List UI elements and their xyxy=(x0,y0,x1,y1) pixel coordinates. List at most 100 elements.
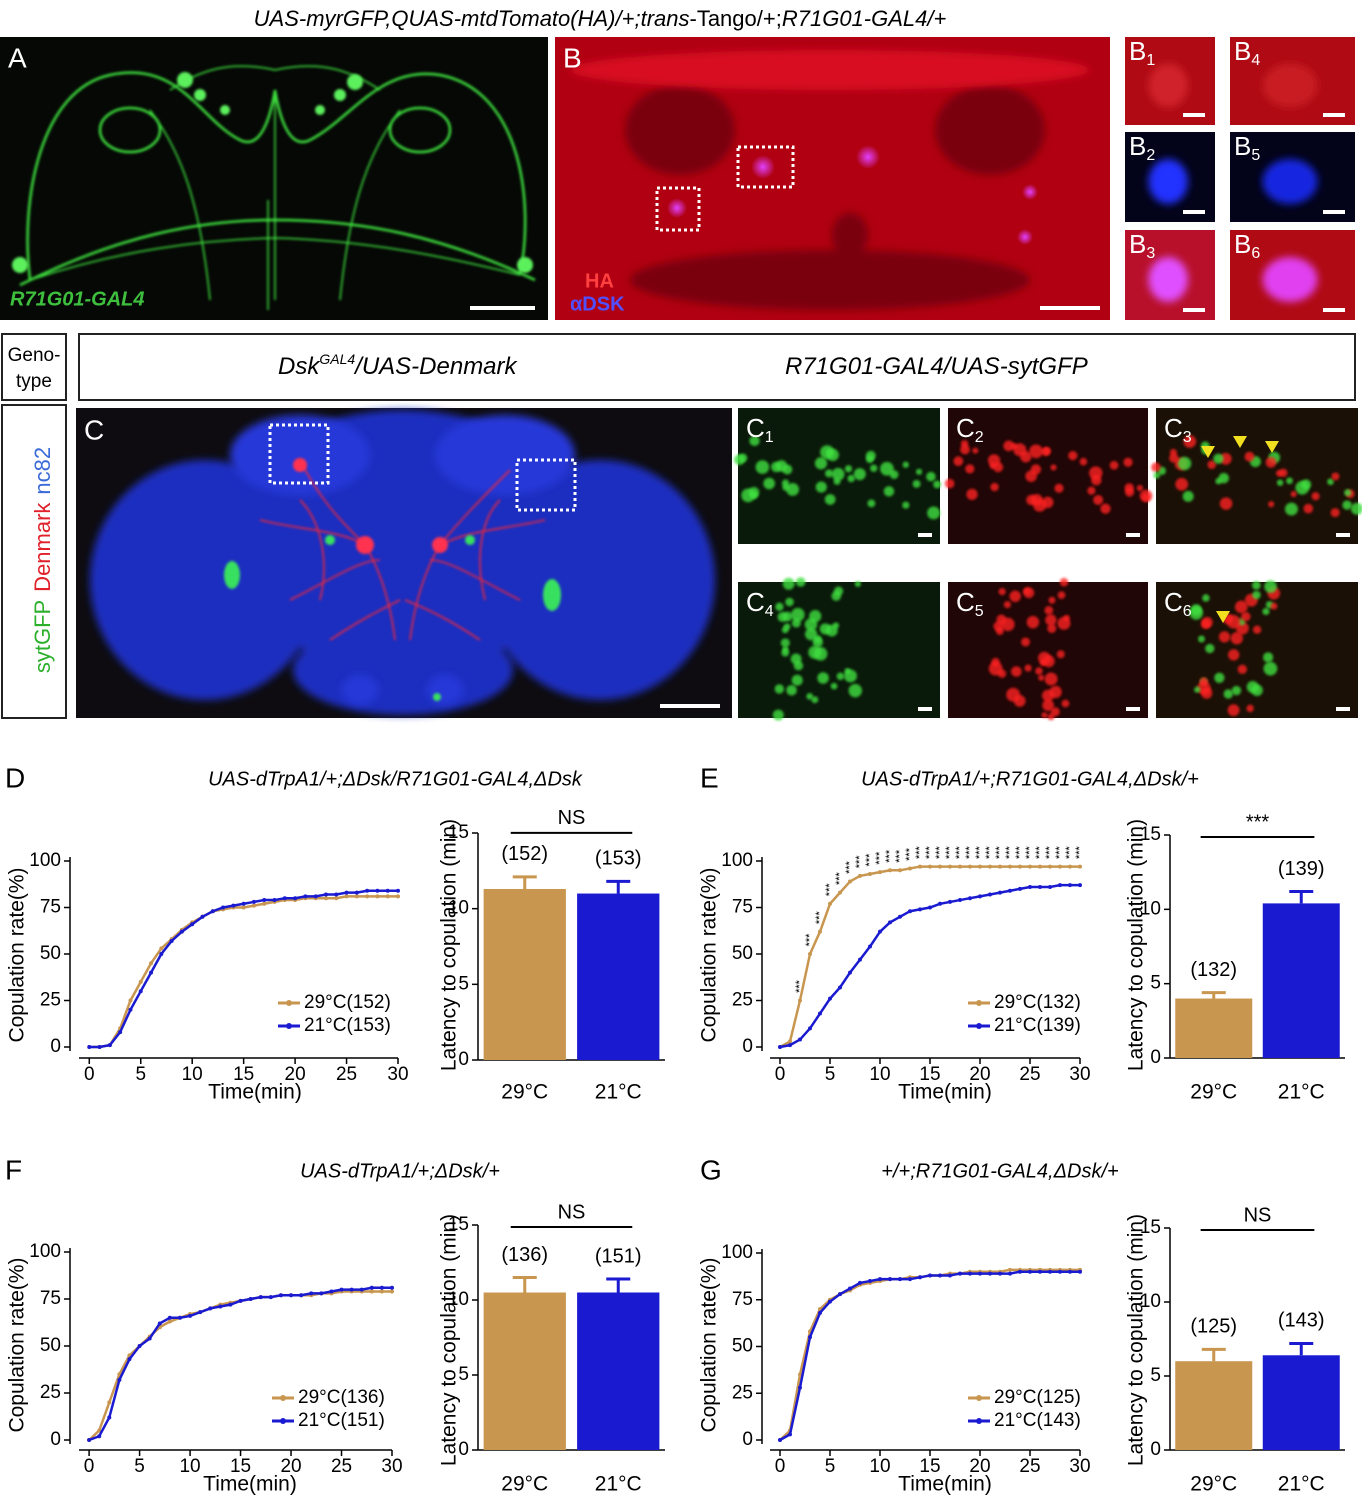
inset-blob xyxy=(1262,607,1270,616)
inset-blob xyxy=(1109,460,1119,470)
legend-dot xyxy=(286,1023,292,1029)
legend-dot xyxy=(976,1395,982,1401)
data-point xyxy=(1018,864,1022,869)
data-point xyxy=(968,864,972,869)
x-tick-label: 20 xyxy=(969,1456,990,1477)
inset-blob xyxy=(870,464,878,472)
x-tick-label: 30 xyxy=(387,1064,408,1085)
title-part: UAS-myrGFP,QUAS-mtdTomato(HA)/+; xyxy=(254,6,641,31)
error-bar xyxy=(1201,991,1226,999)
inset-blob xyxy=(1044,606,1054,615)
data-point xyxy=(848,1286,852,1291)
inset-index: 6 xyxy=(1251,245,1260,262)
data-point xyxy=(828,901,832,906)
data-point xyxy=(1068,1269,1072,1274)
data-point xyxy=(117,1377,122,1382)
legend-label: 29°C(125) xyxy=(994,1387,1081,1408)
y-tick-label: 25 xyxy=(40,990,61,1011)
data-point xyxy=(1028,885,1032,890)
image-caption: R71G01-GAL4 xyxy=(10,288,145,310)
data-point xyxy=(379,1285,384,1290)
inset-blob xyxy=(988,661,1003,676)
error-bar xyxy=(606,1277,631,1293)
data-point xyxy=(958,864,962,869)
panel-c-image: sytGFP Denmark nc82 C xyxy=(1,404,732,719)
x-axis-label: Time(min) xyxy=(898,1081,992,1104)
inset-blob xyxy=(1251,580,1261,590)
data-point xyxy=(788,1039,792,1044)
data-point xyxy=(272,898,277,903)
x-tick-label: 10 xyxy=(869,1064,890,1085)
y-tick-label: 15 xyxy=(448,1214,469,1235)
inset-blob xyxy=(1202,594,1210,602)
data-point xyxy=(137,1344,142,1348)
inset-blob xyxy=(1246,681,1259,693)
y-tick-label: 0 xyxy=(50,1429,61,1450)
significance-mark: *** xyxy=(1014,845,1026,859)
inset-blob xyxy=(1009,590,1021,602)
x-tick-label: 0 xyxy=(84,1456,95,1477)
channel-label: αDSK xyxy=(570,293,625,315)
inset-blob xyxy=(1205,643,1215,654)
legend-dot xyxy=(976,1000,982,1006)
inset-blob xyxy=(1218,631,1231,643)
title-part: R71G01-GAL4/+ xyxy=(782,6,947,31)
inset-blob xyxy=(1003,440,1015,452)
x-axis-label: Time(min) xyxy=(898,1473,992,1496)
data-point xyxy=(97,1045,102,1049)
inset-blob xyxy=(1023,587,1031,595)
data-point xyxy=(968,1271,972,1276)
inset-label: C6 xyxy=(1164,587,1192,620)
y-tick-label: 75 xyxy=(732,1289,753,1310)
x-tick-label: 10 xyxy=(179,1456,200,1477)
inset-blob xyxy=(995,626,1004,636)
data-point xyxy=(334,892,339,897)
legend-label: 29°C(152) xyxy=(304,992,391,1013)
n-label: (143) xyxy=(1278,1310,1325,1332)
y-tick-label: 5 xyxy=(1150,973,1161,994)
x-tick-label: 21°C xyxy=(595,1473,642,1496)
data-point xyxy=(177,1315,182,1320)
x-tick-label: 25 xyxy=(1019,1456,1040,1477)
inset-blob xyxy=(1262,159,1318,204)
data-point xyxy=(313,894,318,899)
inset-letter: C xyxy=(746,587,765,617)
significance-mark: *** xyxy=(874,851,886,865)
data-point xyxy=(200,914,205,919)
y-tick-label: 50 xyxy=(732,1336,753,1357)
legend-label: 29°C(132) xyxy=(994,992,1081,1013)
data-point xyxy=(888,868,892,873)
data-point xyxy=(251,899,256,904)
data-point xyxy=(918,907,922,912)
data-point xyxy=(1038,864,1042,869)
significance-label: *** xyxy=(1246,811,1270,833)
data-point xyxy=(309,1291,314,1296)
inset-blob xyxy=(1148,257,1188,302)
data-point xyxy=(788,1432,792,1437)
y-tick-label: 100 xyxy=(721,1242,753,1263)
significance-mark: *** xyxy=(1034,845,1046,859)
data-point xyxy=(998,890,1002,895)
inset-blob xyxy=(1048,596,1056,604)
data-point xyxy=(198,1310,203,1315)
inset-blob xyxy=(847,474,855,483)
data-point xyxy=(339,1287,344,1292)
significance-mark: *** xyxy=(924,845,936,859)
inset-index: 4 xyxy=(765,603,774,620)
data-point xyxy=(808,1335,812,1340)
chart-title: +/+;R71G01-GAL4,ΔDsk/+ xyxy=(881,1160,1118,1182)
data-point xyxy=(369,1285,374,1290)
gene-rest: /UAS-Denmark xyxy=(353,353,518,380)
x-tick-label: 0 xyxy=(84,1064,95,1085)
data-point xyxy=(97,1428,102,1433)
inset-index: 1 xyxy=(765,429,774,446)
inset-blob xyxy=(915,468,923,475)
significance-mark: *** xyxy=(914,845,926,859)
data-point xyxy=(848,970,852,975)
data-point xyxy=(818,1310,822,1315)
inset-blob xyxy=(1169,453,1179,463)
inset-blob xyxy=(1175,477,1189,491)
y-tick-label: 10 xyxy=(1140,898,1161,919)
significance-mark: *** xyxy=(894,849,906,863)
